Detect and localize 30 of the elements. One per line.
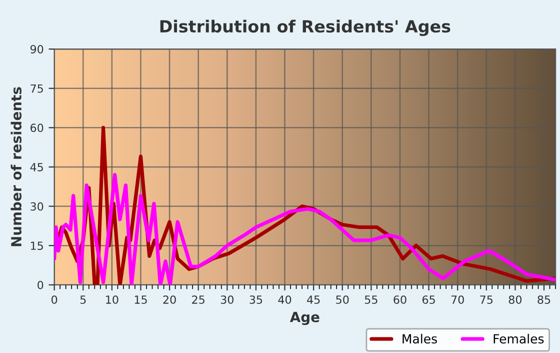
y-tick-label: 30 [30, 202, 44, 211]
y-axis-title: Number of residents [10, 87, 22, 246]
x-tick-label: 50 [336, 295, 349, 304]
x-tick-label: 0 [52, 295, 58, 304]
x-tick-label: 30 [220, 295, 234, 304]
x-tick-label: 10 [106, 295, 118, 304]
x-tick-label: 25 [192, 295, 204, 304]
x-tick-label: 40 [278, 295, 292, 304]
x-tick-label: 15 [134, 296, 147, 304]
y-tick-label: 90 [30, 45, 44, 54]
x-tick-label: 75 [480, 296, 492, 304]
x-tick-label: 60 [394, 295, 406, 304]
x-tick-label: 80 [508, 295, 522, 304]
y-tick-label: 0 [38, 280, 44, 290]
x-tick-label: 5 [80, 296, 86, 304]
legend-label: Females [494, 334, 544, 344]
x-axis-title: Age [290, 312, 320, 326]
y-tick-label: 45 [30, 163, 43, 172]
x-tick-label: 20 [163, 295, 176, 304]
x-tick-label: 35 [250, 295, 262, 304]
x-tick-label: 70 [451, 295, 464, 304]
chart-title: Distribution of Residents' Ages [160, 20, 450, 36]
x-tick-label: 85 [538, 295, 550, 304]
x-tick-label: 55 [364, 296, 378, 304]
x-tick-label: 45 [307, 296, 320, 304]
legend-label: Males [402, 334, 437, 344]
y-tick-label: 60 [30, 124, 44, 132]
y-tick-label: 75 [30, 84, 43, 93]
y-tick-label: 15 [30, 242, 43, 250]
x-tick-label: 65 [422, 295, 435, 304]
